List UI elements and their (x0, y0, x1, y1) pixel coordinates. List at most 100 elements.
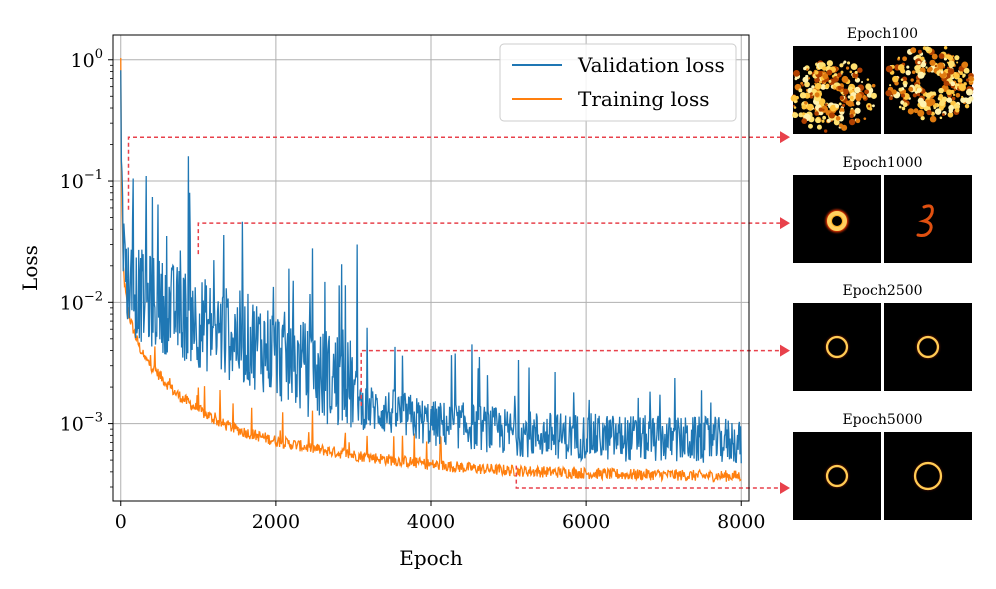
panel-speck (965, 88, 973, 96)
panel-speck (901, 76, 908, 82)
panel-epoch2500: Epoch2500 (793, 283, 972, 391)
panel-speck (863, 117, 867, 120)
panel-speck (947, 55, 954, 61)
panel-speck (801, 83, 805, 87)
y-axis-label: Loss (18, 245, 42, 291)
panel-speck (855, 92, 863, 100)
panel-speck (964, 103, 970, 109)
panel-speck (956, 61, 959, 64)
panel-speck (801, 118, 808, 124)
panel-speck (825, 83, 830, 88)
legend-label-training: Training loss (578, 87, 710, 111)
panel-speck (814, 70, 819, 75)
panel-speck (806, 68, 809, 71)
panel-ring (827, 211, 847, 231)
panel-speck (917, 97, 924, 104)
panel-speck (926, 109, 932, 116)
connector-line (197, 222, 782, 255)
panel-speck (938, 87, 944, 94)
panel-speck (929, 115, 937, 123)
series-line-validation (120, 70, 742, 464)
panel-speck (820, 83, 827, 90)
connector-line (515, 465, 782, 489)
panel-speck (822, 73, 829, 80)
panel-speck (794, 77, 798, 81)
panel-speck (905, 69, 911, 76)
panel-speck (959, 71, 963, 75)
panel-speck (849, 70, 853, 74)
panel-speck (963, 67, 970, 74)
panel-speck (867, 105, 871, 108)
panel-speck (852, 103, 855, 107)
panel-speck (840, 70, 844, 74)
panel-speck (941, 113, 945, 117)
panel-speck (798, 88, 803, 93)
panel-speck (897, 56, 901, 59)
panel-speck (937, 62, 945, 70)
panel-speck (917, 49, 922, 54)
series-line-training (120, 57, 742, 483)
panel-speck (888, 96, 893, 101)
panel-speck (965, 97, 972, 105)
panel-title: Epoch100 (847, 26, 918, 42)
panel-speck (814, 92, 820, 98)
panel-speck (950, 81, 956, 87)
panel-speck (948, 83, 951, 86)
panel-speck (824, 103, 828, 107)
panel-ring (913, 461, 943, 491)
panel-speck (862, 95, 867, 100)
panel-speck (849, 109, 856, 115)
panel-speck (951, 96, 956, 101)
panel-speck (889, 84, 892, 87)
panel-speck (854, 86, 861, 94)
panel-speck (885, 65, 893, 73)
panel-speck (939, 100, 946, 107)
panel-speck (822, 66, 827, 71)
panel-speck (799, 92, 807, 99)
panel-speck (946, 66, 950, 70)
panel-speck (898, 105, 902, 109)
panel-speck (808, 123, 813, 129)
panel-speck (801, 104, 807, 110)
panel-speck (902, 102, 908, 108)
panel-shadow (916, 464, 940, 488)
connector-arrowhead (780, 131, 790, 144)
panel-speck (943, 80, 950, 87)
panel-speck (961, 61, 969, 69)
y-tick-label: 10−2 (60, 289, 103, 314)
panel-speck (907, 108, 914, 115)
panel-speck (855, 118, 861, 124)
panel-speck (916, 87, 922, 93)
panel-speck (953, 72, 960, 79)
panel-speck (947, 68, 955, 75)
panel-speck (802, 76, 809, 83)
panel-speck (913, 108, 919, 114)
panel-speck (839, 95, 845, 101)
panel-speck (962, 73, 966, 78)
panel-speck (807, 70, 813, 75)
panel-speck (871, 83, 876, 88)
panel-speck (939, 116, 943, 120)
panel-speck (822, 115, 827, 120)
panel-speck (898, 87, 903, 92)
panel-speck (902, 56, 908, 62)
panel-speck (926, 67, 932, 73)
panel-speck (961, 95, 964, 99)
panel-speck (891, 89, 897, 95)
connector-line (360, 349, 782, 406)
panel-speck (934, 64, 938, 68)
panel-speck (857, 67, 863, 73)
x-tick-label: 4000 (407, 511, 455, 533)
x-axis-label: Epoch (399, 546, 463, 570)
legend-box (499, 43, 737, 122)
panel-speck (910, 78, 914, 82)
panel-speck (814, 111, 819, 116)
panel-speck (835, 116, 841, 121)
panel-speck (848, 118, 856, 126)
panel-speck (929, 59, 936, 66)
panel-speck (849, 113, 854, 119)
panel-speck (917, 84, 921, 89)
panel-speck (911, 70, 916, 74)
panel-speck (792, 112, 799, 119)
panel-speck (866, 78, 870, 81)
